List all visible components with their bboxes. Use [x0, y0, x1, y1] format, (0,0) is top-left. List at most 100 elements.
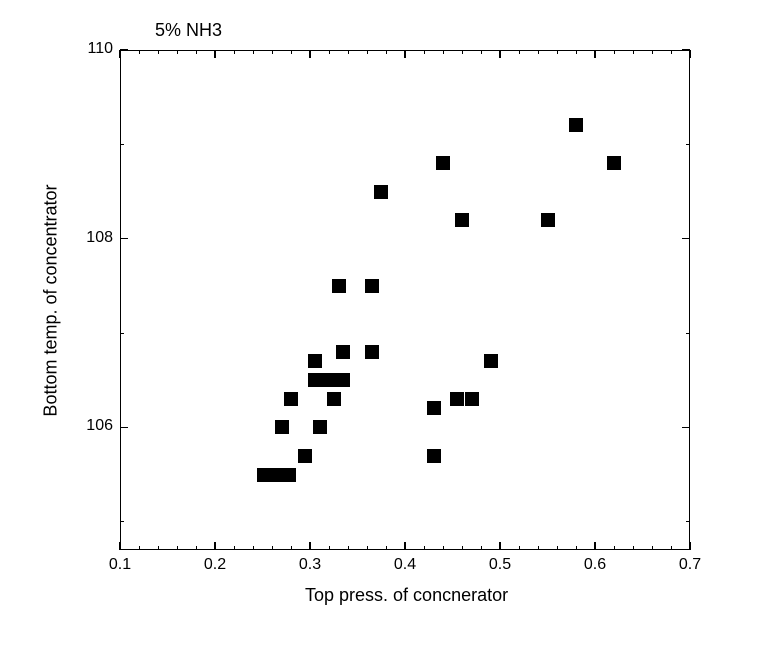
data-point: [484, 354, 498, 368]
data-point: [308, 354, 322, 368]
x-tick-label: 0.4: [390, 556, 420, 574]
x-tick-minor: [158, 546, 159, 550]
x-tick-minor: [177, 546, 178, 550]
x-tick-minor-top: [652, 50, 653, 54]
y-tick-label: 106: [78, 417, 113, 435]
x-tick-minor: [253, 546, 254, 550]
x-tick-major: [309, 542, 311, 550]
x-tick-minor: [386, 546, 387, 550]
x-tick-label: 0.1: [105, 556, 135, 574]
x-tick-minor-top: [139, 50, 140, 54]
data-point: [427, 401, 441, 415]
y-tick-label: 108: [78, 229, 113, 247]
data-point: [332, 279, 346, 293]
x-tick-major-top: [594, 50, 596, 58]
x-tick-minor-top: [557, 50, 558, 54]
x-tick-minor: [196, 546, 197, 550]
x-tick-minor-top: [576, 50, 577, 54]
x-tick-minor: [234, 546, 235, 550]
y-tick-minor-right: [686, 144, 690, 145]
data-point: [327, 392, 341, 406]
x-tick-minor-top: [272, 50, 273, 54]
x-tick-minor-top: [462, 50, 463, 54]
y-tick-major: [120, 238, 128, 240]
data-point: [455, 213, 469, 227]
chart-title: 5% NH3: [155, 20, 222, 41]
x-tick-minor-top: [196, 50, 197, 54]
y-tick-minor: [120, 521, 124, 522]
data-point: [336, 373, 350, 387]
data-point: [427, 449, 441, 463]
data-point: [365, 345, 379, 359]
x-axis-label: Top press. of concnerator: [305, 585, 508, 606]
x-tick-minor-top: [424, 50, 425, 54]
data-point: [313, 420, 327, 434]
x-tick-minor: [462, 546, 463, 550]
y-tick-label: 110: [78, 40, 113, 58]
x-tick-minor: [443, 546, 444, 550]
x-tick-minor-top: [234, 50, 235, 54]
data-point: [365, 279, 379, 293]
x-tick-label: 0.7: [675, 556, 705, 574]
y-tick-minor: [120, 144, 124, 145]
x-tick-minor: [139, 546, 140, 550]
x-tick-minor-top: [633, 50, 634, 54]
data-point: [436, 156, 450, 170]
x-tick-minor-top: [614, 50, 615, 54]
x-tick-major: [404, 542, 406, 550]
data-point: [374, 185, 388, 199]
plot-area: [120, 50, 690, 550]
x-tick-label: 0.2: [200, 556, 230, 574]
y-tick-major-right: [682, 427, 690, 429]
x-tick-minor-top: [519, 50, 520, 54]
y-tick-major: [120, 49, 128, 51]
x-tick-major-top: [214, 50, 216, 58]
x-tick-minor: [671, 546, 672, 550]
x-tick-minor-top: [158, 50, 159, 54]
data-point: [450, 392, 464, 406]
x-tick-minor: [424, 546, 425, 550]
x-tick-major-top: [309, 50, 311, 58]
x-tick-minor: [481, 546, 482, 550]
x-tick-major: [594, 542, 596, 550]
x-tick-label: 0.5: [485, 556, 515, 574]
x-tick-minor-top: [481, 50, 482, 54]
x-tick-minor: [291, 546, 292, 550]
x-tick-label: 0.6: [580, 556, 610, 574]
x-tick-minor-top: [291, 50, 292, 54]
x-tick-minor: [652, 546, 653, 550]
y-tick-minor-right: [686, 333, 690, 334]
data-point: [298, 449, 312, 463]
data-point: [569, 118, 583, 132]
data-point: [336, 345, 350, 359]
x-tick-minor-top: [538, 50, 539, 54]
x-tick-minor-top: [386, 50, 387, 54]
x-tick-minor-top: [367, 50, 368, 54]
data-point: [541, 213, 555, 227]
x-tick-major-top: [404, 50, 406, 58]
y-tick-major-right: [682, 238, 690, 240]
x-tick-major: [499, 542, 501, 550]
x-tick-minor: [329, 546, 330, 550]
y-tick-minor: [120, 333, 124, 334]
x-tick-label: 0.3: [295, 556, 325, 574]
x-tick-minor-top: [671, 50, 672, 54]
x-tick-major-top: [499, 50, 501, 58]
x-tick-minor-top: [329, 50, 330, 54]
y-tick-major-right: [682, 49, 690, 51]
x-tick-minor: [633, 546, 634, 550]
x-tick-minor-top: [253, 50, 254, 54]
data-point: [465, 392, 479, 406]
x-tick-major-top: [119, 50, 121, 58]
x-tick-minor: [614, 546, 615, 550]
x-tick-minor-top: [443, 50, 444, 54]
x-tick-minor: [557, 546, 558, 550]
x-tick-minor-top: [177, 50, 178, 54]
y-tick-minor-right: [686, 521, 690, 522]
data-point: [607, 156, 621, 170]
data-point: [275, 420, 289, 434]
x-tick-minor: [576, 546, 577, 550]
x-tick-major: [119, 542, 121, 550]
x-tick-major: [689, 542, 691, 550]
x-tick-minor: [348, 546, 349, 550]
